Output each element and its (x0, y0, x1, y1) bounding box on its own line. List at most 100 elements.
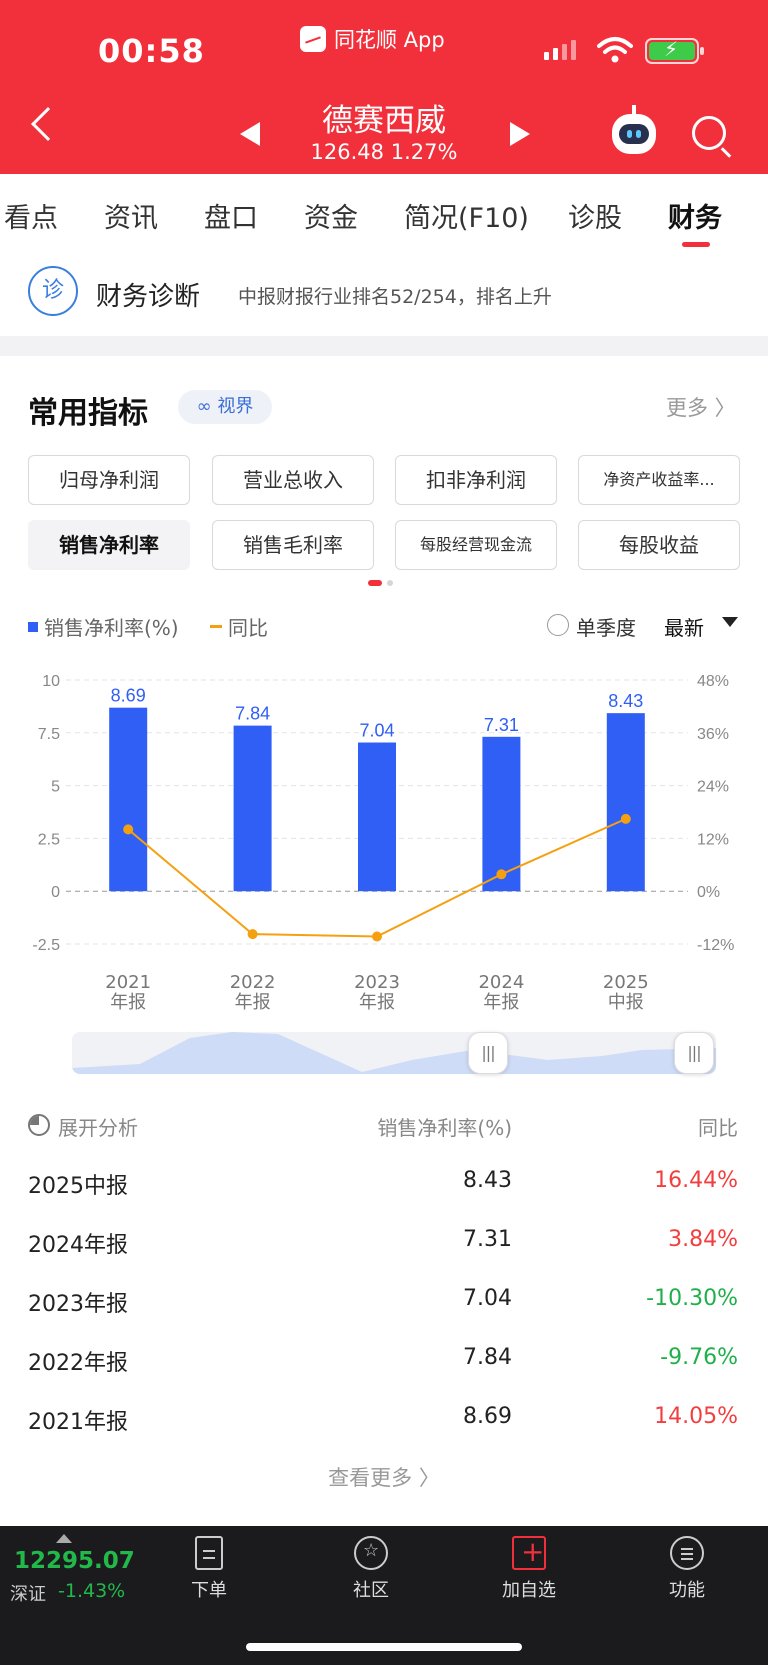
legend-line-swatch (210, 625, 222, 628)
diagnosis-icon: 诊 (28, 266, 78, 316)
bar (233, 725, 272, 892)
more-link[interactable]: 更多 〉 (666, 396, 736, 420)
single-quarter-label[interactable]: 单季度 (576, 616, 636, 640)
x-axis-label: 年报 (110, 992, 146, 1013)
expand-analysis-label[interactable]: 展开分析 (58, 1116, 138, 1140)
section-divider (0, 336, 768, 356)
status-time: 00:58 (98, 32, 205, 70)
legend-bar-swatch (28, 621, 38, 632)
chip-revenue[interactable]: 营业总收入 (212, 455, 374, 505)
yoy-point (620, 813, 631, 824)
nav-order-label: 下单 (191, 1580, 227, 1601)
nav-functions-label: 功能 (669, 1580, 705, 1601)
index-change: -1.43% (58, 1580, 126, 1602)
app-badge: 同花顺 App (300, 24, 445, 54)
bar (109, 707, 148, 892)
nav-functions[interactable]: 功能 (642, 1536, 732, 1602)
index-value[interactable]: 12295.07 (14, 1548, 135, 1574)
search-icon[interactable] (692, 116, 726, 150)
row-period: 2022年报 (28, 1351, 128, 1376)
x-axis-label: 年报 (483, 992, 519, 1013)
nav-order[interactable]: 下单 (164, 1536, 254, 1602)
right-axis-tick: 36% (697, 726, 729, 743)
left-axis-tick: 7.5 (38, 726, 60, 743)
menu-icon (670, 1536, 704, 1570)
net-margin-chart: 10 48% 7.5 36% 5 24% 2.5 12% 0 0% -2.5 -12% 8.69 7.84… (32, 673, 734, 1013)
bar-value-label: 7.04 (359, 721, 394, 741)
stock-change: 1.27% (390, 140, 458, 164)
chip-op-cashflow[interactable]: 每股经营现金流 (395, 520, 557, 570)
tab-diagnosis[interactable]: 诊股 (568, 203, 622, 234)
right-axis-tick: 12% (697, 831, 729, 848)
chip-deducted-profit[interactable]: 扣非净利润 (395, 455, 557, 505)
slider-preview-area (72, 1032, 716, 1074)
chip-roe[interactable]: 净资产收益率... (578, 455, 740, 505)
tab-highlights[interactable]: 看点 (4, 203, 58, 234)
bar-value-label: 7.84 (235, 704, 270, 724)
stock-name: 德赛西威 (322, 103, 446, 139)
nav-add-watchlist[interactable]: 加自选 (484, 1535, 574, 1602)
yoy-point (496, 869, 507, 880)
stock-quote: 126.48 1.27% (0, 140, 768, 164)
row-yoy: -10.30% (646, 1286, 738, 1311)
single-quarter-radio[interactable] (547, 614, 569, 636)
tab-capital[interactable]: 资金 (304, 203, 358, 234)
prev-stock-icon[interactable] (240, 122, 260, 146)
x-axis-label: 中报 (608, 992, 644, 1013)
row-value: 8.69 (463, 1404, 512, 1429)
page-dot (387, 580, 393, 586)
vision-button[interactable]: ∞ 视界 (178, 390, 272, 424)
latest-dropdown[interactable]: 最新 (664, 616, 704, 640)
row-yoy: 3.84% (668, 1227, 738, 1252)
x-axis-label: 2023 (354, 972, 400, 993)
battery-icon (645, 37, 704, 64)
legend-bar-label: 销售净利率(%) (44, 616, 179, 640)
col-header-yoy: 同比 (698, 1116, 738, 1140)
slider-left-handle[interactable]: ||| (468, 1032, 508, 1074)
left-axis-tick: 2.5 (38, 831, 60, 848)
range-slider-track[interactable] (72, 1032, 716, 1074)
tab-news[interactable]: 资讯 (104, 203, 158, 234)
page-dots (368, 580, 393, 586)
bar (606, 713, 645, 892)
diagnosis-title: 财务诊断 (96, 282, 201, 312)
expand-up-icon[interactable] (56, 1534, 72, 1543)
financial-diagnosis-row[interactable]: 诊 财务诊断 中报财报行业排名52/254，排名上升 (0, 254, 768, 336)
app-name: 同花顺 App (334, 28, 445, 52)
chip-eps[interactable]: 每股收益 (578, 520, 740, 570)
slider-right-handle[interactable]: ||| (674, 1032, 714, 1074)
left-axis-tick: 10 (42, 673, 60, 690)
assistant-robot-icon[interactable] (612, 105, 656, 154)
nav-add-label: 加自选 (502, 1580, 556, 1601)
diagnosis-text: 中报财报行业排名52/254，排名上升 (238, 286, 552, 308)
col-header-value: 销售净利率(%) (377, 1116, 512, 1140)
left-axis-tick: 0 (51, 884, 60, 901)
tab-bar: 看点 资讯 盘口 资金 简况(F10) 诊股 财务 (0, 174, 768, 254)
see-more-link[interactable]: 查看更多 〉 (328, 1466, 440, 1490)
page-dot-active (368, 580, 382, 586)
tab-finance[interactable]: 财务 (668, 203, 722, 234)
row-yoy: 16.44% (654, 1168, 738, 1193)
app-logo-icon (300, 26, 326, 52)
x-axis-label: 年报 (235, 992, 271, 1013)
document-icon (195, 1536, 223, 1570)
tab-profile[interactable]: 简况(F10) (404, 203, 529, 234)
nav-community[interactable]: 社区 (326, 1536, 416, 1602)
nav-community-label: 社区 (353, 1580, 389, 1601)
tab-orderbook[interactable]: 盘口 (204, 203, 258, 234)
row-value: 7.84 (463, 1345, 512, 1370)
stock-price: 126.48 (310, 140, 385, 164)
row-period: 2021年报 (28, 1410, 128, 1435)
chip-net-profit[interactable]: 归母净利润 (28, 455, 190, 505)
chip-gross-margin[interactable]: 销售毛利率 (212, 520, 374, 570)
right-axis-tick: 48% (697, 673, 729, 690)
chevron-down-icon[interactable] (722, 617, 738, 627)
pie-chart-icon (28, 1114, 50, 1136)
row-period: 2023年报 (28, 1292, 128, 1317)
yoy-point (372, 931, 382, 942)
next-stock-icon[interactable] (510, 122, 530, 146)
legend-bar: 销售净利率(%) (28, 612, 179, 641)
bar (358, 742, 396, 892)
chip-net-margin[interactable]: 销售净利率 (28, 520, 190, 570)
right-axis-tick: -12% (697, 937, 734, 954)
